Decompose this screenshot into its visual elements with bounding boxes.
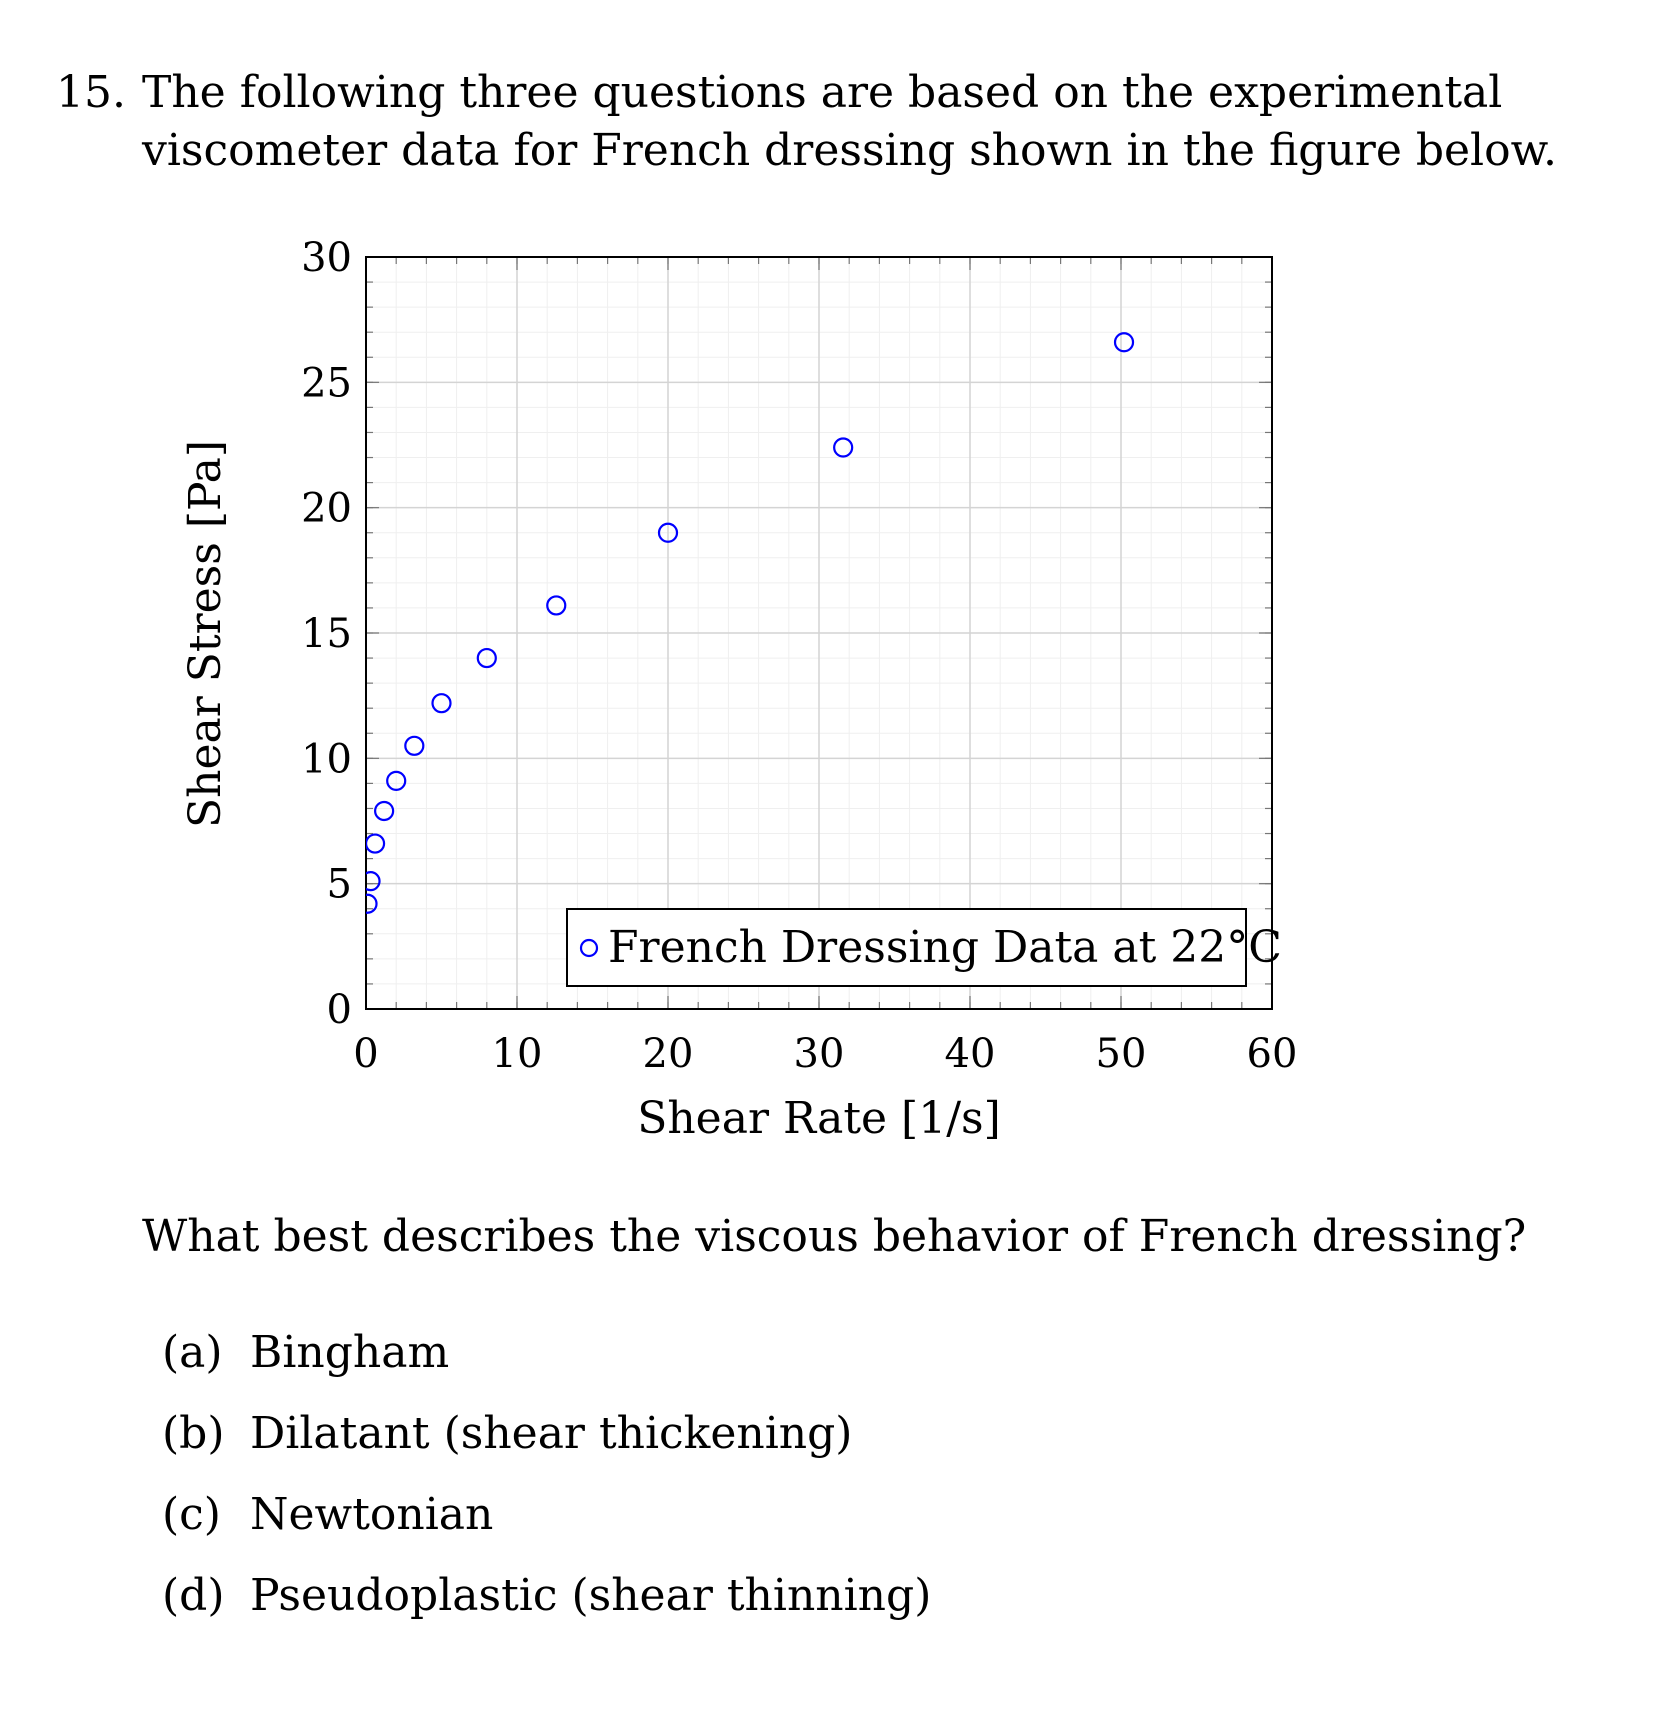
y-tick-label: 25 [301,360,352,406]
x-tick-label: 50 [1096,1031,1147,1077]
option-a[interactable]: (a) Bingham [162,1324,931,1382]
data-point [833,437,854,458]
data-point [386,770,407,791]
option-b-label: (b) [162,1408,225,1459]
data-point [657,522,679,543]
option-b-text: Dilatant (shear thickening) [250,1408,853,1459]
plot-frame [365,256,1273,1010]
data-point [476,647,497,669]
x-tick-label: 20 [643,1031,694,1077]
legend-entry-label: French Dressing Data at 22°C [608,922,1282,973]
answer-options: (a) Bingham (b) Dilatant (shear thickening… [162,1324,931,1648]
question-prompt: What best describes the viscous behavior… [142,1211,1527,1262]
data-point [431,693,452,714]
scatter-chart: 0 10 20 30 40 50 60 0 5 10 15 20 25 30 Shear Rate [1… [180,235,1297,1144]
data-point [366,871,381,892]
data-point [404,735,425,756]
major-grid [365,256,1273,1010]
data-point [366,833,386,854]
x-tick-labels: 0 10 20 30 40 50 60 [353,1031,1297,1077]
y-tick-label: 10 [301,736,352,782]
option-d-text: Pseudoplastic (shear thinning) [250,1570,932,1621]
y-tick-label: 15 [301,611,352,657]
data-point [366,893,378,914]
x-tick-label: 60 [1247,1031,1298,1077]
data-points [366,332,1135,914]
option-b[interactable]: (b) Dilatant (shear thickening) [162,1405,931,1463]
option-c-text: Newtonian [250,1489,494,1540]
x-axis-label: Shear Rate [1/s] [637,1093,1001,1144]
data-point [374,800,395,822]
y-tick-label: 30 [301,235,352,281]
y-axis-label: Shear Stress [Pa] [180,440,231,828]
x-tick-label: 30 [794,1031,845,1077]
question-number: 15. [56,67,126,118]
x-tick-label: 0 [353,1031,378,1077]
data-point [546,595,567,616]
y-tick-label: 0 [327,987,352,1033]
option-a-text: Bingham [250,1327,450,1378]
y-tick-labels: 0 5 10 15 20 25 30 [301,235,352,1033]
x-tick-label: 10 [492,1031,543,1077]
legend-box [566,908,1247,987]
y-tick-label: 20 [301,486,352,532]
option-c[interactable]: (c) Newtonian [162,1486,931,1544]
y-tick-label: 5 [327,862,352,908]
x-tick-label: 40 [945,1031,996,1077]
option-a-label: (a) [162,1327,223,1378]
data-point [1113,332,1135,353]
legend-marker [579,938,599,958]
option-d-label: (d) [162,1570,225,1621]
option-c-label: (c) [162,1489,221,1540]
option-d[interactable]: (d) Pseudoplastic (shear thinning) [162,1567,931,1625]
question-intro: The following three questions are based … [142,67,1558,176]
legend: French Dressing Data at 22°C [566,908,1282,987]
